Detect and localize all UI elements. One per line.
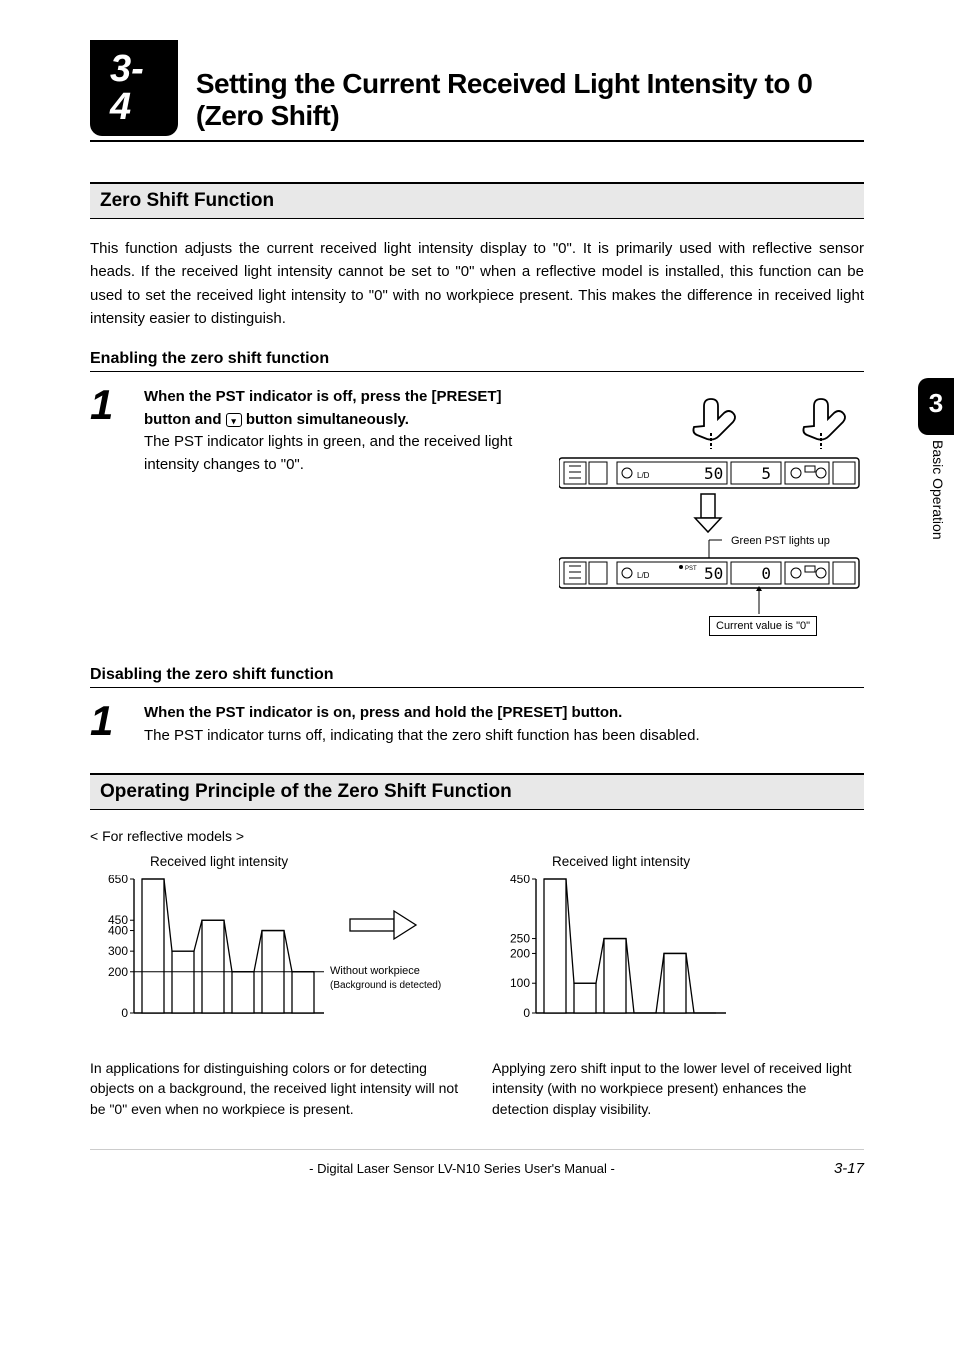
enabling-step-1: 1 When the PST indicator is off, press t…: [90, 386, 864, 646]
down-button-icon: ▾: [226, 413, 242, 427]
svg-text:PST: PST: [685, 566, 697, 572]
svg-text:300: 300: [108, 944, 128, 958]
chart2-svg: 450 250200 100 0: [492, 875, 812, 1045]
svg-text:Green PST lights up: Green PST lights up: [731, 535, 830, 547]
step-number: 1: [90, 386, 126, 424]
svg-text:400: 400: [108, 924, 128, 938]
heading-zero-shift: Zero Shift Function: [90, 182, 864, 219]
svg-text:100: 100: [510, 976, 530, 990]
zero-shift-body: This function adjusts the current receiv…: [90, 237, 864, 330]
svg-text:0: 0: [761, 564, 771, 583]
disabling-step-1: 1 When the PST indicator is on, press an…: [90, 702, 864, 747]
step-bold-part2: button simultaneously.: [242, 411, 409, 428]
section-number-tab: 3-4: [90, 40, 178, 136]
svg-text:(Background is detected): (Background is detected): [330, 980, 441, 991]
chart2-title: Received light intensity: [492, 854, 864, 869]
chart-2: Received light intensity 450 250200 100 0 A…: [492, 854, 864, 1119]
step-text: When the PST indicator is on, press and …: [144, 702, 864, 747]
reflective-models-note: < For reflective models >: [90, 828, 864, 844]
page-header: 3-4 Setting the Current Received Light I…: [90, 40, 864, 142]
chart1-caption: In applications for distinguishing color…: [90, 1058, 462, 1119]
svg-text:250: 250: [510, 932, 530, 946]
svg-text:0: 0: [523, 1006, 530, 1020]
chart-1: Received light intensity 650450400300200…: [90, 854, 462, 1119]
device-diagram: L/D 50 5 Green PST lights up: [559, 386, 864, 646]
page-footer: - Digital Laser Sensor LV-N10 Series Use…: [90, 1149, 864, 1177]
step-body: The PST indicator lights in green, and t…: [144, 433, 512, 473]
chart1-title: Received light intensity: [90, 854, 462, 869]
svg-text:50: 50: [704, 464, 723, 483]
svg-text:50: 50: [704, 564, 723, 583]
callout-current-value: Current value is "0": [709, 616, 817, 636]
svg-text:L/D: L/D: [637, 571, 650, 580]
svg-text:200: 200: [510, 946, 530, 960]
charts-row: Received light intensity 650 450 400 300 200…: [90, 854, 864, 1119]
chart1-svg: 6504504003002000Without workpiece(Backgr…: [90, 875, 450, 1045]
heading-operating-principle: Operating Principle of the Zero Shift Fu…: [90, 773, 864, 810]
heading-enabling: Enabling the zero shift function: [90, 350, 864, 372]
heading-disabling: Disabling the zero shift function: [90, 666, 864, 688]
svg-text:Without workpiece: Without workpiece: [330, 965, 420, 977]
section-title: Setting the Current Received Light Inten…: [196, 68, 864, 136]
svg-text:5: 5: [761, 464, 771, 483]
svg-text:0: 0: [121, 1006, 128, 1020]
footer-center: - Digital Laser Sensor LV-N10 Series Use…: [90, 1161, 834, 1176]
device-svg: L/D 50 5 Green PST lights up: [559, 386, 864, 646]
step-body: The PST indicator turns off, indicating …: [144, 727, 700, 744]
step-number: 1: [90, 702, 126, 740]
step-bold: When the PST indicator is on, press and …: [144, 704, 622, 721]
footer-page-number: 3-17: [834, 1160, 864, 1177]
svg-text:450: 450: [510, 875, 530, 886]
svg-text:200: 200: [108, 965, 128, 979]
chart2-caption: Applying zero shift input to the lower l…: [492, 1058, 864, 1119]
svg-text:650: 650: [108, 875, 128, 886]
svg-text:L/D: L/D: [637, 471, 650, 480]
step-text: When the PST indicator is off, press the…: [144, 386, 541, 476]
